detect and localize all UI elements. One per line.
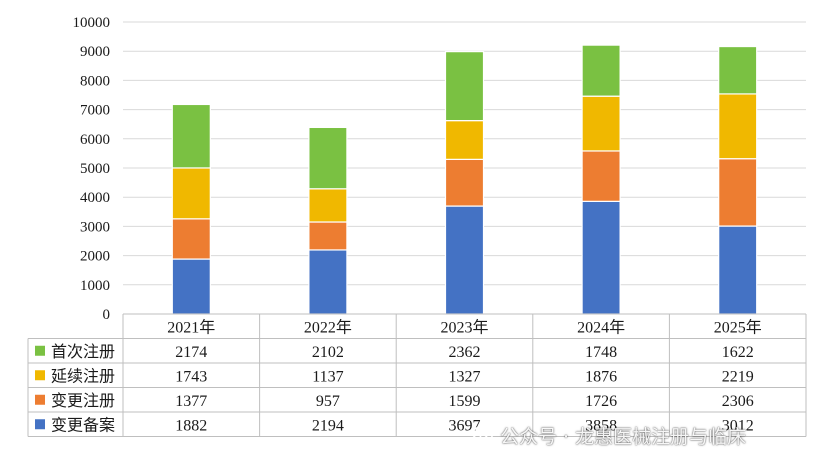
y-tick-label: 9000 <box>80 44 110 60</box>
y-tick-label: 7000 <box>80 103 110 119</box>
x-tick-label: 2025年 <box>714 318 762 336</box>
legend-label: 变更备案 <box>51 415 115 434</box>
legend-label: 延续注册 <box>51 366 115 385</box>
bar-segment <box>444 205 485 315</box>
y-tick-label: 1000 <box>80 278 110 294</box>
legend-swatch <box>35 345 45 356</box>
data-label: 1599 <box>449 393 481 410</box>
bar-segment <box>171 258 211 315</box>
y-tick-label: 3000 <box>80 219 110 235</box>
data-label: 1876 <box>585 368 617 385</box>
x-tick-label: 2023年 <box>440 318 488 336</box>
watermark: 公众号 · 龙惠医械注册与临床 <box>472 420 746 450</box>
y-tick-label: 2000 <box>80 249 110 265</box>
data-label: 1748 <box>585 344 617 361</box>
bar-segment <box>171 103 211 169</box>
y-tick-label: 5000 <box>80 161 110 177</box>
data-label: 1327 <box>449 368 481 385</box>
x-tick-label: 2021年 <box>167 318 215 336</box>
bar-segment <box>581 44 621 97</box>
bar-segment <box>718 93 758 160</box>
legend-swatch <box>35 419 45 430</box>
bar-segment <box>581 150 621 202</box>
legend-label: 变更注册 <box>51 391 115 410</box>
legend-swatch <box>35 394 45 405</box>
data-label: 2194 <box>312 417 344 434</box>
bar-segment <box>718 225 758 315</box>
bar-segment <box>308 188 348 223</box>
data-label: 3697 <box>449 417 481 434</box>
data-label: 2219 <box>722 368 754 385</box>
y-tick-label: 0 <box>103 307 111 323</box>
bar-segment <box>718 158 758 227</box>
legend-label: 首次注册 <box>51 342 115 361</box>
bar-segment <box>444 51 485 122</box>
data-label: 957 <box>316 393 340 410</box>
bar-segment <box>171 167 211 220</box>
data-label: 2306 <box>722 393 754 410</box>
y-tick-label: 4000 <box>80 190 110 206</box>
bar-segment <box>444 120 485 160</box>
data-label: 1743 <box>175 368 207 385</box>
data-label: 1622 <box>722 344 754 361</box>
bar-segment <box>308 126 348 190</box>
x-tick-label: 2022年 <box>304 318 352 336</box>
bar-segment <box>171 218 211 260</box>
bar-segment <box>718 45 758 95</box>
data-label: 2174 <box>175 344 207 361</box>
data-label: 3858 <box>585 417 617 434</box>
y-tick-label: 8000 <box>80 73 110 89</box>
data-label: 1377 <box>175 393 207 410</box>
y-tick-label: 6000 <box>80 132 110 148</box>
y-tick-label: 10000 <box>73 15 111 31</box>
data-label: 3012 <box>722 417 754 434</box>
data-label: 1882 <box>175 417 207 434</box>
bar-segment <box>444 158 485 207</box>
data-label: 2102 <box>312 344 344 361</box>
data-label: 2362 <box>449 344 481 361</box>
bar-segment <box>308 221 348 251</box>
data-label: 1726 <box>585 393 617 410</box>
watermark-text: 公众号 · 龙惠医械注册与临床 <box>500 425 747 448</box>
legend-swatch <box>35 370 45 381</box>
bar-segment <box>581 95 621 152</box>
bar-segment <box>581 200 621 315</box>
bar-segment <box>308 249 348 315</box>
wechat-logo-icon <box>472 426 493 444</box>
data-label: 1137 <box>312 368 343 385</box>
x-tick-label: 2024年 <box>577 318 625 336</box>
